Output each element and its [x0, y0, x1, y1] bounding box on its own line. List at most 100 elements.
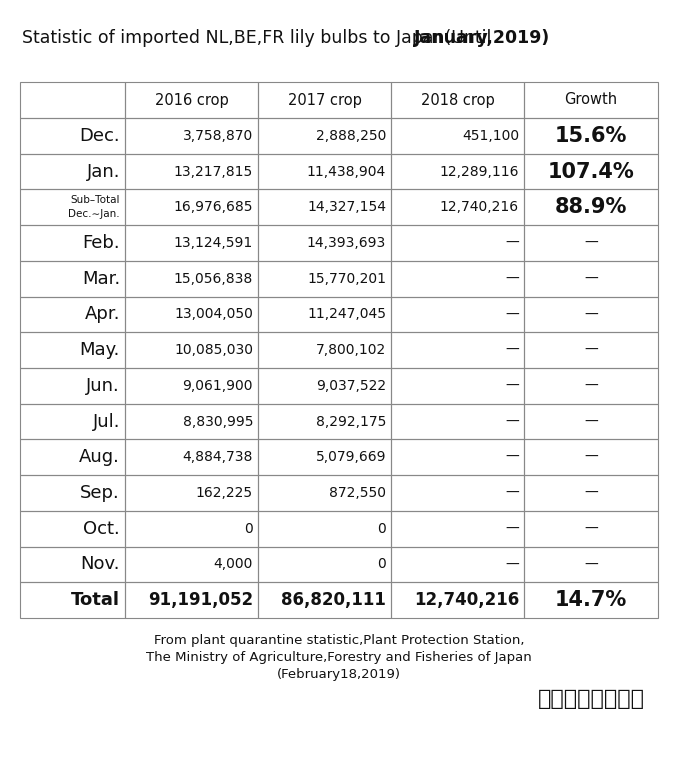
Bar: [258, 296, 391, 332]
Bar: [258, 368, 391, 404]
Bar: [391, 296, 524, 332]
Text: Feb.: Feb.: [82, 234, 120, 252]
Bar: [20, 368, 125, 404]
Bar: [20, 547, 125, 583]
Bar: [20, 118, 125, 154]
Bar: [258, 190, 391, 225]
Text: —: —: [505, 271, 519, 285]
Text: 0: 0: [377, 558, 386, 572]
Bar: [524, 190, 658, 225]
Bar: [125, 439, 258, 475]
Text: Jan.: Jan.: [87, 162, 120, 181]
Text: 2018 crop: 2018 crop: [420, 93, 494, 108]
Text: —: —: [584, 558, 598, 572]
Text: Nov.: Nov.: [81, 555, 120, 573]
Text: —: —: [584, 415, 598, 428]
Text: 451,100: 451,100: [462, 129, 519, 143]
Bar: [20, 583, 125, 618]
Text: Apr.: Apr.: [85, 306, 120, 324]
Bar: [258, 511, 391, 547]
Text: 5,079,669: 5,079,669: [315, 450, 386, 464]
Text: 12,740,216: 12,740,216: [414, 591, 519, 609]
Text: 15,056,838: 15,056,838: [174, 271, 253, 285]
Text: —: —: [505, 486, 519, 500]
Bar: [391, 118, 524, 154]
Bar: [20, 332, 125, 368]
Text: Jul.: Jul.: [92, 413, 120, 431]
Bar: [391, 190, 524, 225]
Bar: [391, 82, 524, 118]
Text: 162,225: 162,225: [196, 486, 253, 500]
Bar: [258, 225, 391, 261]
Text: 14,393,693: 14,393,693: [306, 236, 386, 250]
Bar: [391, 583, 524, 618]
Bar: [20, 190, 125, 225]
Bar: [391, 154, 524, 190]
Bar: [524, 261, 658, 296]
Bar: [20, 511, 125, 547]
Text: —: —: [505, 379, 519, 393]
Text: (February18,2019): (February18,2019): [277, 668, 401, 681]
Bar: [125, 547, 258, 583]
Text: —: —: [584, 522, 598, 536]
Bar: [391, 225, 524, 261]
Bar: [20, 368, 125, 404]
Bar: [20, 190, 125, 225]
Text: 91,191,052: 91,191,052: [148, 591, 253, 609]
Bar: [258, 475, 391, 511]
Text: 株式会社中村農園: 株式会社中村農園: [538, 689, 645, 709]
Bar: [125, 332, 258, 368]
Text: —: —: [505, 343, 519, 357]
Bar: [524, 439, 658, 475]
Bar: [258, 547, 391, 583]
Bar: [524, 547, 658, 583]
Bar: [524, 511, 658, 547]
Bar: [391, 404, 524, 439]
Text: 12,740,216: 12,740,216: [440, 200, 519, 215]
Bar: [524, 82, 658, 118]
Bar: [391, 332, 524, 368]
Bar: [524, 547, 658, 583]
Text: 8,830,995: 8,830,995: [182, 415, 253, 428]
Bar: [125, 82, 258, 118]
Text: 2017 crop: 2017 crop: [287, 93, 361, 108]
Text: —: —: [505, 522, 519, 536]
Bar: [125, 583, 258, 618]
Bar: [391, 154, 524, 190]
Bar: [391, 261, 524, 296]
Bar: [524, 332, 658, 368]
Bar: [524, 225, 658, 261]
Bar: [524, 225, 658, 261]
Bar: [20, 225, 125, 261]
Bar: [125, 404, 258, 439]
Bar: [125, 511, 258, 547]
Bar: [20, 475, 125, 511]
Text: 11,438,904: 11,438,904: [306, 165, 386, 179]
Bar: [391, 118, 524, 154]
Bar: [391, 583, 524, 618]
Bar: [20, 154, 125, 190]
Text: 14.7%: 14.7%: [555, 590, 627, 610]
Text: Mar.: Mar.: [82, 270, 120, 288]
Text: —: —: [584, 343, 598, 357]
Bar: [125, 368, 258, 404]
Text: 872,550: 872,550: [329, 486, 386, 500]
Text: May.: May.: [79, 341, 120, 359]
Bar: [524, 439, 658, 475]
Bar: [20, 154, 125, 190]
Text: 3,758,870: 3,758,870: [183, 129, 253, 143]
Bar: [258, 261, 391, 296]
Bar: [524, 583, 658, 618]
Bar: [125, 404, 258, 439]
Bar: [391, 439, 524, 475]
Bar: [391, 82, 524, 118]
Bar: [20, 296, 125, 332]
Bar: [125, 511, 258, 547]
Bar: [524, 583, 658, 618]
Bar: [125, 154, 258, 190]
Bar: [20, 332, 125, 368]
Text: Oct.: Oct.: [83, 519, 120, 537]
Bar: [258, 190, 391, 225]
Bar: [391, 190, 524, 225]
Text: 4,884,738: 4,884,738: [182, 450, 253, 464]
